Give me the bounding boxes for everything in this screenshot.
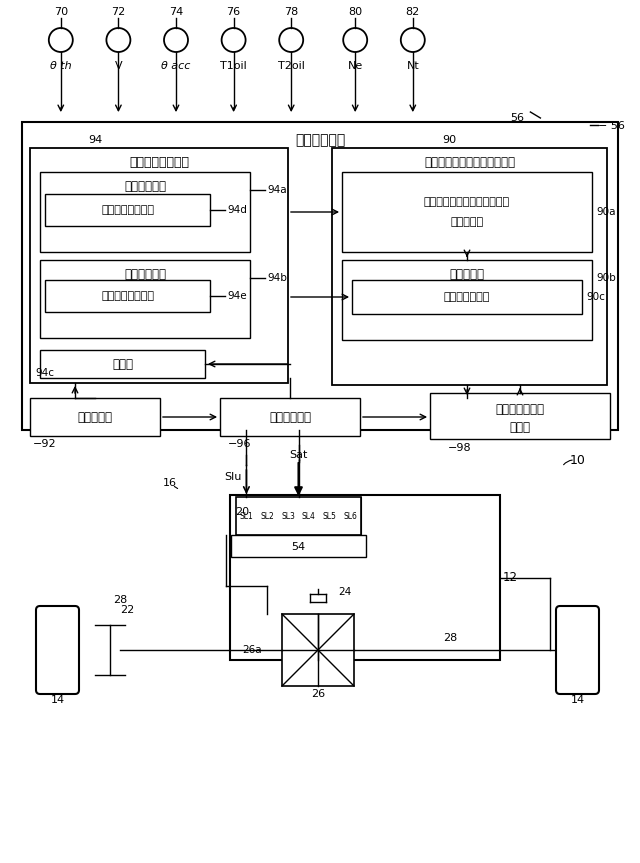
Text: −96: −96 xyxy=(228,439,252,449)
Text: SL5: SL5 xyxy=(323,512,337,520)
Text: 70: 70 xyxy=(54,7,68,17)
Text: 90: 90 xyxy=(442,135,456,145)
Text: 推定温度再設定: 推定温度再設定 xyxy=(495,402,545,415)
Bar xyxy=(45,280,210,312)
Bar xyxy=(257,497,278,535)
Text: フレックスロックアップ制御: フレックスロックアップ制御 xyxy=(424,197,510,207)
Text: Slu: Slu xyxy=(224,472,241,482)
Text: 14: 14 xyxy=(570,695,584,705)
Text: 記憶部: 記憶部 xyxy=(112,357,133,370)
Bar xyxy=(332,148,607,385)
Text: SL2: SL2 xyxy=(260,512,274,520)
Bar xyxy=(30,398,160,436)
Bar xyxy=(298,497,319,535)
Text: 26: 26 xyxy=(311,689,325,699)
Text: 発熱ゲイン設定部: 発熱ゲイン設定部 xyxy=(101,205,154,215)
Text: θ th: θ th xyxy=(50,61,72,71)
Text: 28: 28 xyxy=(113,595,127,605)
Text: Sat: Sat xyxy=(289,450,308,460)
Text: 誤判定検出部: 誤判定検出部 xyxy=(269,411,311,424)
Bar xyxy=(278,497,298,535)
Text: 16: 16 xyxy=(163,478,177,488)
Bar xyxy=(340,497,361,535)
Text: 制御切替部: 制御切替部 xyxy=(449,268,484,280)
Text: 12: 12 xyxy=(502,571,518,584)
Bar xyxy=(230,495,500,660)
Text: 22: 22 xyxy=(120,605,134,615)
Bar xyxy=(319,497,340,535)
Text: 実施判定部: 実施判定部 xyxy=(451,217,484,227)
Text: 54: 54 xyxy=(291,542,305,552)
Text: 94: 94 xyxy=(88,135,102,145)
Bar xyxy=(342,172,592,252)
Bar xyxy=(282,614,354,686)
Bar xyxy=(40,260,250,338)
Text: 24: 24 xyxy=(338,587,351,597)
Text: SL3: SL3 xyxy=(281,512,295,520)
Text: 10: 10 xyxy=(570,453,586,467)
Text: Ne: Ne xyxy=(348,61,363,71)
Text: 80: 80 xyxy=(348,7,362,17)
FancyBboxPatch shape xyxy=(36,606,79,694)
Text: 94e: 94e xyxy=(227,291,246,301)
Text: 94c: 94c xyxy=(35,368,54,378)
FancyBboxPatch shape xyxy=(556,606,599,694)
Text: 電子制御装置: 電子制御装置 xyxy=(295,133,345,147)
Bar xyxy=(352,280,582,314)
Text: 94a: 94a xyxy=(267,185,287,195)
Bar xyxy=(40,172,250,252)
Text: 20: 20 xyxy=(235,507,249,517)
Text: 発熱量推定部: 発熱量推定部 xyxy=(124,180,166,192)
Text: 14: 14 xyxy=(51,695,65,705)
Text: 90a: 90a xyxy=(596,207,616,217)
Text: 78: 78 xyxy=(284,7,298,17)
Text: 油温検出部: 油温検出部 xyxy=(77,411,113,424)
Text: 放熱ゲイン設定部: 放熱ゲイン設定部 xyxy=(101,291,154,301)
Bar xyxy=(30,148,288,383)
Text: 26a: 26a xyxy=(243,645,262,655)
Text: −98: −98 xyxy=(448,443,472,453)
Text: ロックアップクラッチ制御部: ロックアップクラッチ制御部 xyxy=(424,155,515,168)
Text: SL6: SL6 xyxy=(344,512,358,520)
Text: − 56: − 56 xyxy=(598,121,625,131)
Bar xyxy=(430,393,610,439)
Text: 82: 82 xyxy=(406,7,420,17)
Bar xyxy=(45,194,210,226)
Text: 放熱量推定部: 放熱量推定部 xyxy=(124,268,166,280)
Text: 90b: 90b xyxy=(596,273,616,283)
Text: 実行部: 実行部 xyxy=(509,420,531,433)
Bar xyxy=(231,535,366,557)
Bar xyxy=(342,260,592,340)
Text: 72: 72 xyxy=(111,7,125,17)
Text: SL1: SL1 xyxy=(239,512,253,520)
Bar xyxy=(22,122,618,430)
Text: θ acc: θ acc xyxy=(161,61,191,71)
Text: 90c: 90c xyxy=(586,292,605,302)
Text: 76: 76 xyxy=(227,7,241,17)
Text: 94b: 94b xyxy=(267,273,287,283)
Text: 94d: 94d xyxy=(227,205,247,215)
Text: 制御切替判定部: 制御切替判定部 xyxy=(444,292,490,302)
Text: T2oil: T2oil xyxy=(278,61,305,71)
Text: V: V xyxy=(115,61,122,71)
Text: 74: 74 xyxy=(169,7,183,17)
Bar xyxy=(220,398,360,436)
Text: −92: −92 xyxy=(33,439,57,449)
Bar xyxy=(236,497,257,535)
Text: SL4: SL4 xyxy=(302,512,316,520)
Text: T1oil: T1oil xyxy=(220,61,247,71)
Text: 28: 28 xyxy=(443,633,457,643)
Text: 摩擦材温度推定部: 摩擦材温度推定部 xyxy=(129,155,189,168)
Text: Nt: Nt xyxy=(406,61,419,71)
Bar xyxy=(236,497,361,535)
Text: 56: 56 xyxy=(510,113,524,123)
Bar xyxy=(40,350,205,378)
